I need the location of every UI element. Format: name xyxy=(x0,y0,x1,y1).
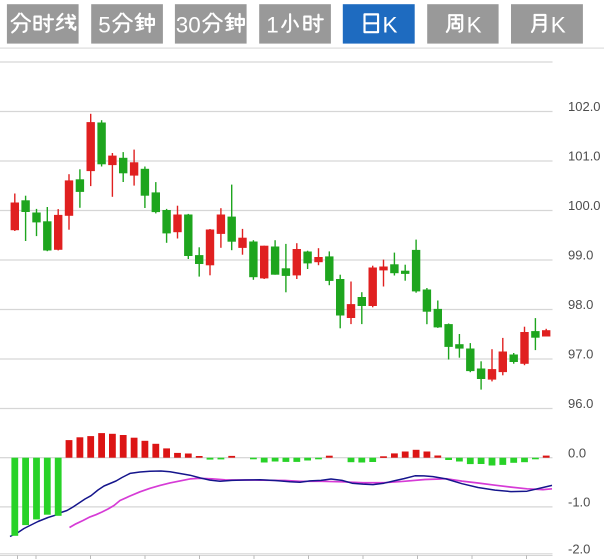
svg-text:101.0: 101.0 xyxy=(568,149,601,164)
svg-text:98.0: 98.0 xyxy=(568,297,593,312)
svg-text:102.0: 102.0 xyxy=(568,99,601,114)
svg-text:K: K xyxy=(383,13,398,38)
svg-text:97.0: 97.0 xyxy=(568,347,593,362)
svg-text:5: 5 xyxy=(98,13,110,38)
svg-text:100.0: 100.0 xyxy=(568,198,601,213)
svg-text:0.0: 0.0 xyxy=(568,445,586,460)
svg-text:99.0: 99.0 xyxy=(568,248,593,263)
svg-text:96.0: 96.0 xyxy=(568,396,593,411)
svg-text:-1.0: -1.0 xyxy=(568,495,590,510)
svg-text:30: 30 xyxy=(176,13,201,38)
svg-text:K: K xyxy=(551,13,566,38)
svg-text:K: K xyxy=(467,13,482,38)
svg-text:-2.0: -2.0 xyxy=(568,541,590,556)
svg-text:1: 1 xyxy=(266,13,278,38)
